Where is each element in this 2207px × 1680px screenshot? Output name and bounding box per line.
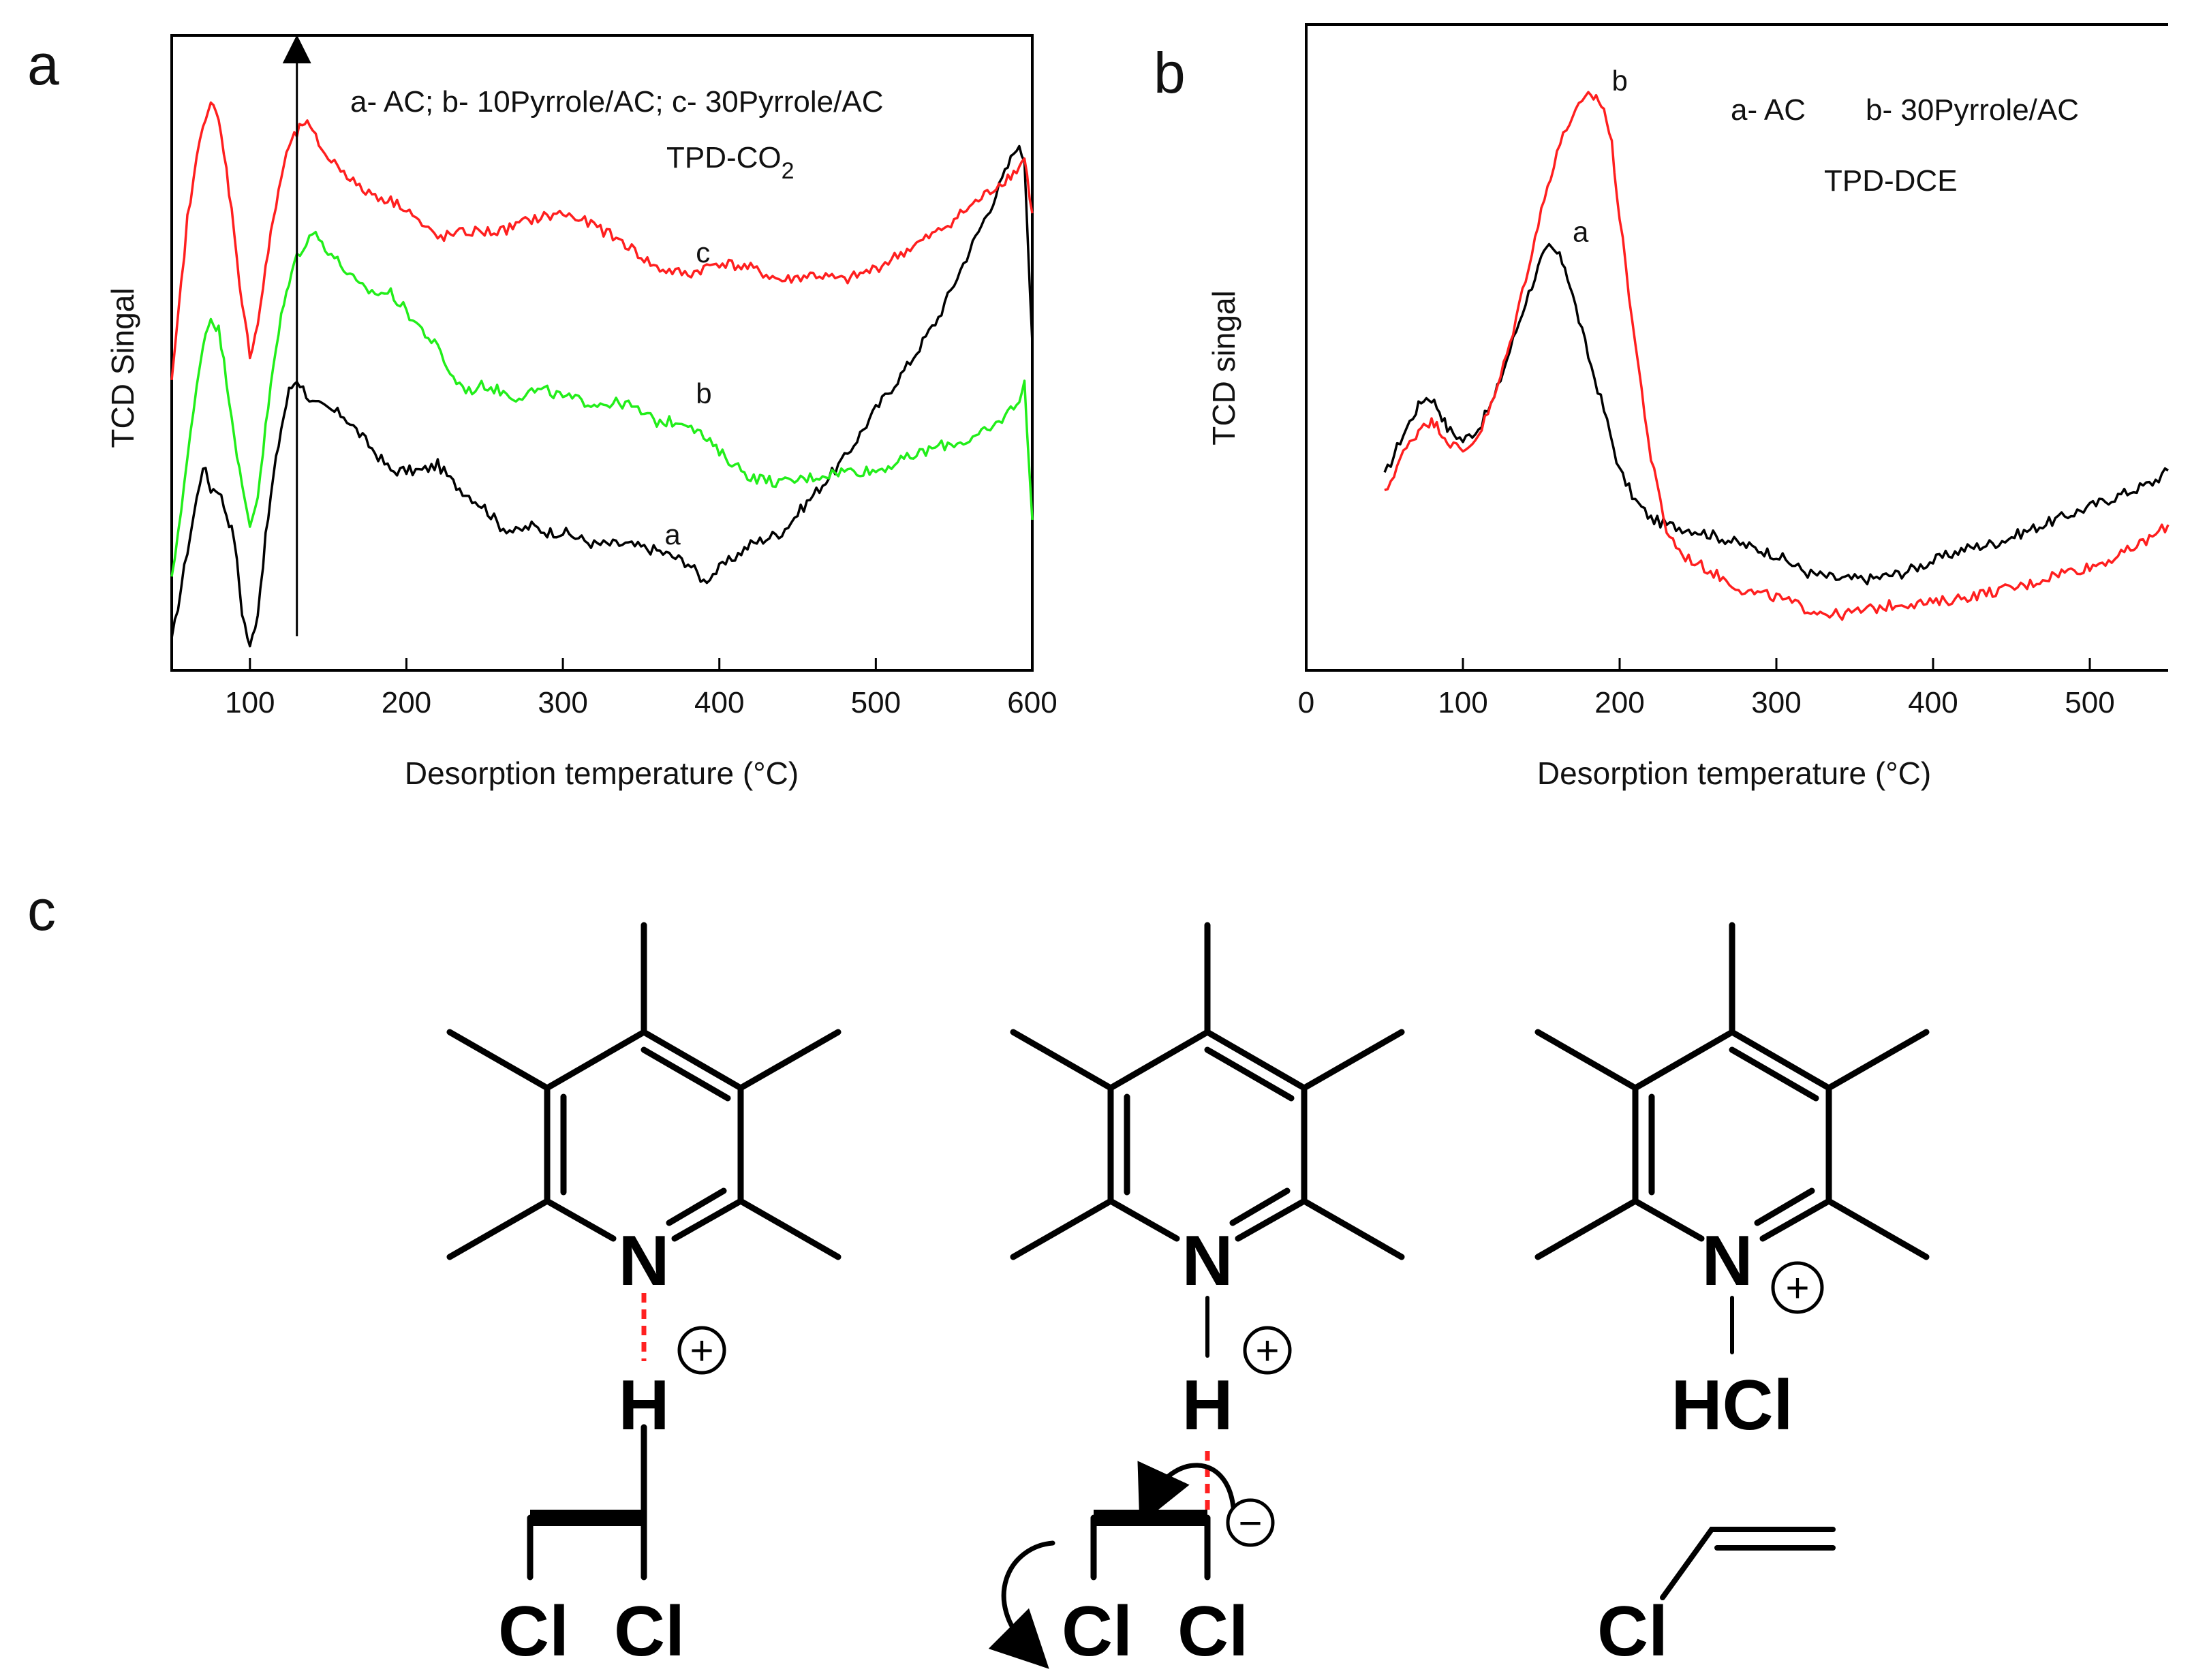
chart-a-series-c-line [170, 101, 1034, 380]
structure-1-ring [446, 922, 842, 1260]
structure-2-h-atom: H [1182, 1366, 1233, 1445]
chart-b-xtick-label: 200 [1594, 686, 1644, 719]
chart-a-title-subscript: 2 [782, 158, 794, 184]
structure-3-ring [1534, 922, 1930, 1260]
structure-2-plus-sign: + [1255, 1328, 1279, 1373]
structure-2-curved-arrow-upper [1137, 1461, 1236, 1525]
chart-b-xtick-label: 400 [1908, 686, 1958, 719]
panel-letter-c: c [27, 878, 56, 942]
structure-1-n-atom: N [618, 1222, 669, 1301]
chart-a-ylabel: TCD Singal [105, 287, 140, 448]
chart-a-series-b-line [170, 230, 1034, 577]
chart-a-series-a-label: a [664, 518, 681, 550]
chart-a-xtick-label: 500 [851, 686, 901, 719]
chart-a-xtick-label: 600 [1007, 686, 1057, 719]
chart-a-legend-text: a- AC; b- 10Pyrrole/AC; c- 30Pyrrole/AC [350, 85, 883, 119]
structure-3-vinyl-bond [1660, 1527, 1836, 1600]
structure-3-cl: Cl [1597, 1592, 1668, 1671]
structure-1-h-atom: H [618, 1366, 669, 1445]
structure-2-curved-arrow-lower [988, 1540, 1055, 1669]
structure-1-cl-left: Cl [498, 1592, 569, 1671]
structure-3 [1534, 922, 1930, 1600]
chart-b-legend-a: a- AC [1731, 93, 1806, 127]
chart-a-curves [170, 101, 1034, 648]
chart-a-xtick-label: 300 [538, 686, 587, 719]
chart-b-frame [1305, 23, 2168, 672]
chart-b-curve-labels: ab [1573, 65, 1628, 247]
structure-3-hcl: HCl [1671, 1366, 1793, 1445]
chart-b-xtick-label: 100 [1438, 686, 1487, 719]
panel-letter-a: a [27, 33, 59, 97]
chart-a-title-main: TPD-CO [666, 141, 782, 174]
structure-3-plus-circle [1771, 1261, 1824, 1314]
chart-b-series-a-line [1383, 243, 2169, 586]
structure-3-n-atom: N [1701, 1222, 1753, 1301]
structure-2-cl-left: Cl [1062, 1592, 1132, 1671]
structure-2-ring [1010, 922, 1405, 1260]
structure-2-n-atom: N [1182, 1222, 1233, 1301]
chart-b-xtick-label: 0 [1298, 686, 1314, 719]
chart-b-series-b-line [1384, 91, 2170, 621]
chart-a-series-b-label: b [696, 377, 711, 409]
chart-b: 0 100 200 300 400 500 ab a- AC b- 30Pyrrole/A… [1206, 23, 2170, 791]
chart-a-title: TPD-CO2 [666, 141, 794, 184]
structure-2-minus-circle [1226, 1498, 1275, 1547]
chart-a-x-ticks: 100 200 300 400 500 600 [225, 658, 1058, 719]
chart-a-xtick-label: 200 [382, 686, 431, 719]
chart-a-series-c-label: c [696, 236, 710, 268]
structure-1-plus-circle [677, 1326, 726, 1375]
structure-2-plus-circle [1243, 1326, 1292, 1375]
chart-b-legend-b: b- 30Pyrrole/AC [1866, 93, 2079, 127]
chart-b-title: TPD-DCE [1824, 164, 1958, 198]
chart-b-curves [1383, 91, 2170, 621]
chart-b-series-a-label: a [1573, 215, 1589, 247]
structure-3-plus-sign: + [1785, 1265, 1809, 1311]
chart-b-xlabel: Desorption temperature (°C) [1537, 756, 1931, 791]
chart-b-xtick-label: 300 [1751, 686, 1801, 719]
structure-1-cl-right: Cl [614, 1592, 685, 1671]
chart-b-series-b-label: b [1612, 65, 1628, 97]
chart-a-curve-labels: a b c [664, 236, 711, 550]
chart-a: 100 200 300 400 500 600 a b c a- AC; b- 10Pyrro… [105, 34, 1058, 791]
chart-a-series-a-line [170, 144, 1034, 648]
chart-a-frame [170, 34, 1034, 672]
chart-b-x-ticks: 0 100 200 300 400 500 [1298, 658, 2115, 719]
structure-2 [988, 922, 1405, 1669]
chart-a-xtick-label: 100 [225, 686, 275, 719]
panel-letter-b: b [1154, 41, 1186, 105]
structure-2-cl-right: Cl [1177, 1592, 1248, 1671]
structure-1-plus-sign: + [690, 1328, 713, 1373]
structure-1 [446, 922, 842, 1581]
structure-2-minus-sign: − [1238, 1500, 1262, 1546]
chart-a-xlabel: Desorption temperature (°C) [405, 756, 799, 791]
chart-a-xtick-label: 400 [694, 686, 744, 719]
chart-b-xtick-label: 500 [2065, 686, 2114, 719]
chart-b-ylabel: TCD singal [1206, 290, 1241, 446]
